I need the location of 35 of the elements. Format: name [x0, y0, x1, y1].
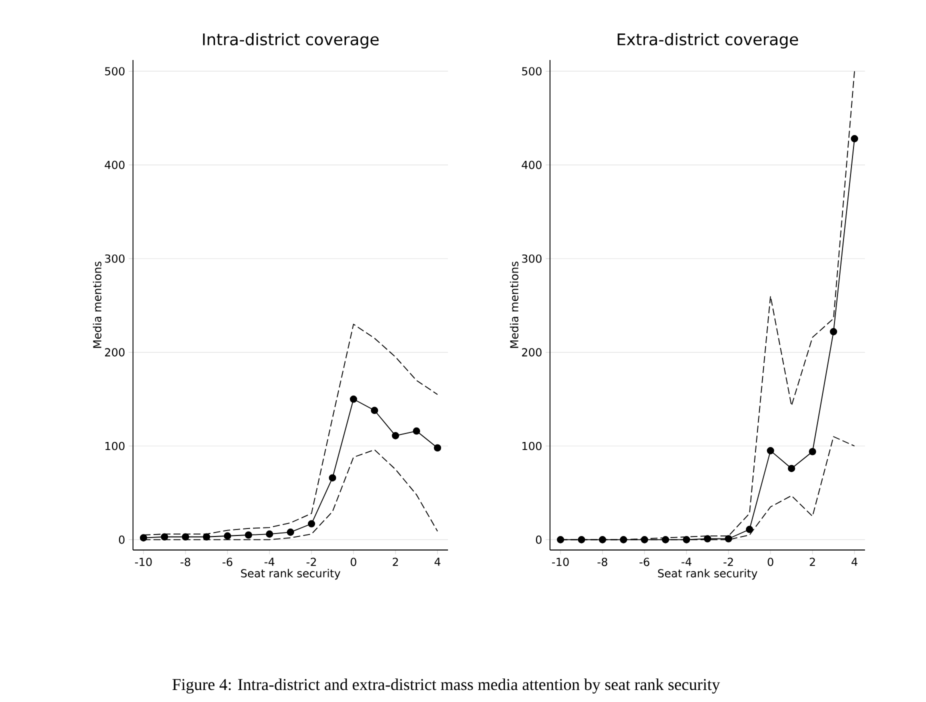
y-tick-label: 200	[105, 348, 124, 356]
x-tick-label: -6	[640, 558, 650, 566]
y-axis-title: Media mentions	[92, 262, 102, 348]
x-axis-title: Seat rank security	[241, 568, 340, 580]
x-tick-label: 0	[350, 558, 356, 566]
y-tick-label: 400	[104, 160, 124, 170]
x-tick-label: -10	[552, 558, 569, 566]
x-tick-label: -8	[598, 558, 608, 566]
x-tick-label: 2	[810, 558, 815, 566]
x-tick-label: -8	[180, 558, 190, 566]
x-tick-label: 2	[392, 558, 398, 566]
x-tick-label: 0	[768, 558, 774, 566]
x-tick-label: -6	[222, 558, 232, 566]
y-tick-label: 200	[522, 348, 542, 356]
x-axis-title: Seat rank security	[658, 568, 758, 580]
y-tick-label: 0	[118, 536, 124, 544]
x-tick-label: 4	[852, 558, 858, 566]
x-tick-label: -4	[682, 558, 692, 566]
chart-title: Intra-district coverage	[203, 33, 379, 48]
y-tick-label: 100	[105, 442, 124, 450]
y-tick-label: 400	[522, 160, 542, 170]
x-tick-label: -2	[724, 558, 733, 566]
chart-title: Extra-district coverage	[618, 33, 798, 48]
y-tick-label: 0	[536, 536, 542, 544]
caption: Figure 4: Intra-district and extra-district mass media attention by seat rank security	[172, 678, 720, 694]
x-tick-label: 4	[434, 558, 440, 566]
y-tick-label: 300	[105, 254, 124, 263]
x-tick-label: -10	[135, 558, 152, 566]
y-tick-label: 500	[105, 67, 124, 76]
y-tick-label: 500	[522, 67, 542, 76]
y-tick-label: 100	[522, 442, 542, 450]
x-tick-label: -2	[306, 558, 316, 566]
y-tick-label: 300	[522, 254, 542, 263]
x-tick-label: -4	[264, 558, 274, 566]
y-axis-title: Media mentions	[510, 262, 518, 348]
